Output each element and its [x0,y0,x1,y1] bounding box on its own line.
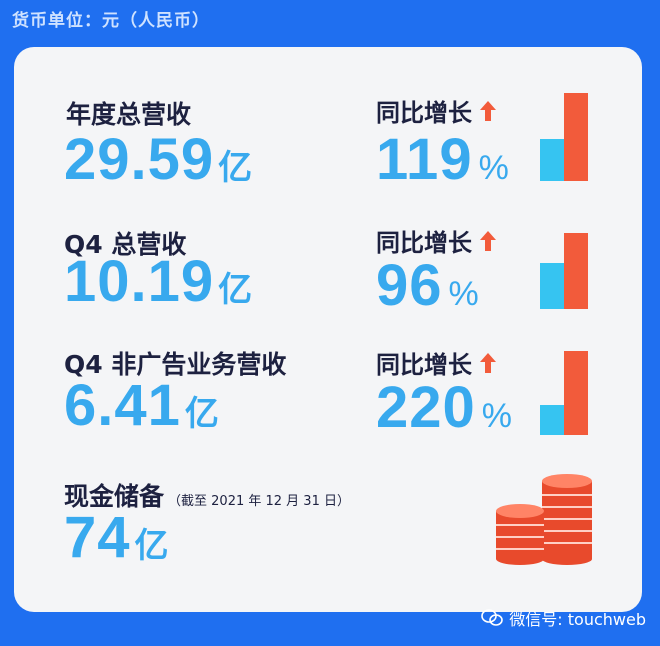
cash-reserve-label: 现金储备 （截至 2021 年 12 月 31 日） [64,477,350,513]
q4-non-ad-yoy-value: 220% [376,379,512,437]
q4-non-ad-revenue-value: 6.41 亿 [64,377,219,435]
annual-yoy-label: 同比增长 [376,93,496,128]
annual-yoy-unit: % [478,149,509,187]
cash-reserve-value: 74 亿 [64,509,169,567]
q4-revenue-value: 10.19 亿 [64,253,252,311]
annual-revenue-label: 年度总营收 [66,100,192,129]
annual-yoy-value: 119% [376,131,509,189]
q4-non-ad-yoy-bar-after [564,351,588,435]
watermark-text: 微信号: touchweb [509,610,646,629]
up-arrow-icon [480,352,496,373]
cash-reserve-unit: 亿 [134,526,169,566]
annual-revenue-unit: 亿 [218,148,253,188]
q4-non-ad-yoy-bar-before [540,405,564,435]
q4-revenue-unit: 亿 [218,270,253,310]
q4-non-ad-revenue-number: 6.41 [64,373,181,438]
q4-non-ad-yoy-label: 同比增长 [376,345,496,380]
q4-yoy-label: 同比增长 [376,223,496,258]
currency-unit-label: 货币单位：元（人民币） [12,11,210,31]
summary-card: 年度总营收 29.59 亿 同比增长 119% Q4 总营收 10.19 亿 同比增… [14,47,642,612]
up-arrow-icon [480,230,496,251]
cash-reserve-label-text: 现金储备 [64,482,165,511]
wechat-watermark: 微信号: touchweb [481,606,646,630]
q4-yoy-value: 96% [376,257,479,315]
q4-yoy-bar-before [540,263,564,309]
coin-stack-icon [496,474,592,565]
annual-yoy-bar-before [540,139,564,181]
q4-non-ad-revenue-label: Q4 非广告业务营收 [64,350,287,379]
cash-reserve-number: 74 [64,505,131,570]
q4-non-ad-revenue-unit: 亿 [184,394,219,434]
annual-revenue-number: 29.59 [64,127,215,192]
up-arrow-icon [480,100,496,121]
q4-non-ad-yoy-number: 220 [376,375,476,440]
annual-yoy-number: 119 [376,127,473,192]
cash-reserve-date-note: （截至 2021 年 12 月 31 日） [168,494,350,509]
q4-yoy-bar-after [564,233,588,309]
q4-revenue-label: Q4 总营收 [64,230,187,259]
q4-revenue-number: 10.19 [64,249,215,314]
q4-yoy-unit: % [448,275,479,313]
annual-revenue-value: 29.59 亿 [64,131,252,189]
annual-yoy-text: 同比增长 [376,99,472,127]
annual-yoy-bar-after [564,93,588,181]
q4-yoy-text: 同比增长 [376,229,472,257]
q4-non-ad-yoy-unit: % [481,397,513,435]
q4-non-ad-yoy-text: 同比增长 [376,351,472,379]
q4-yoy-number: 96 [376,253,443,318]
wechat-icon [481,609,504,626]
